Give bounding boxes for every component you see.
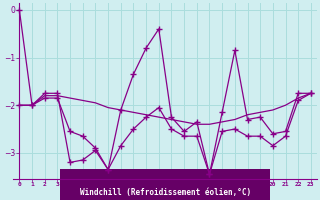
X-axis label: Windchill (Refroidissement éolien,°C): Windchill (Refroidissement éolien,°C) xyxy=(80,188,251,197)
